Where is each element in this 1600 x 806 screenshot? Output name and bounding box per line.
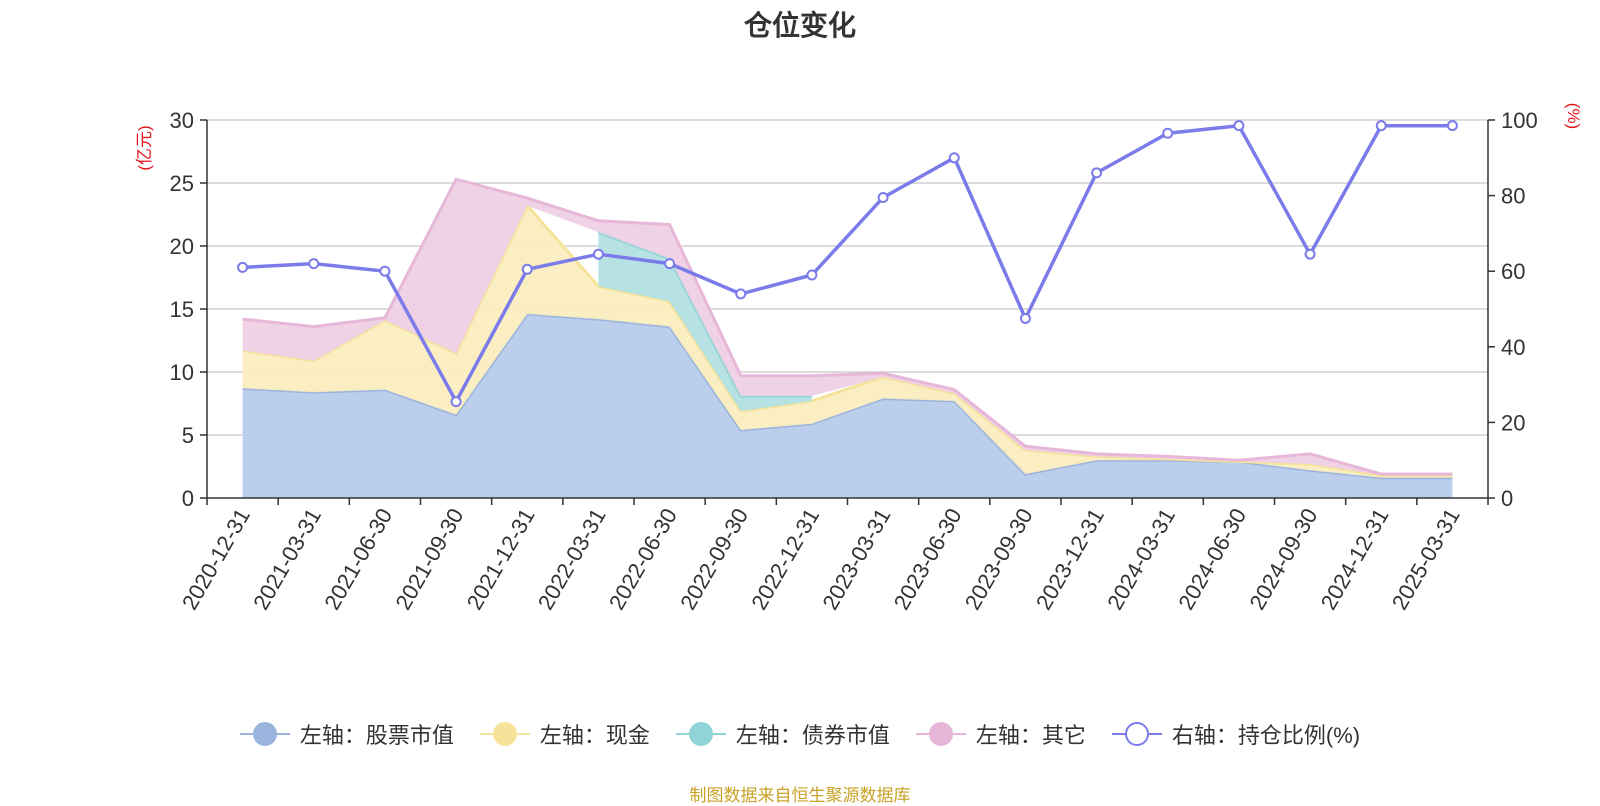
holding-ratio-point <box>806 269 818 281</box>
right-axis-tick-label: 60 <box>1501 259 1525 284</box>
legend-marker-icon <box>1111 721 1162 747</box>
x-axis-tick-label: 2023-12-31 <box>1031 504 1109 614</box>
data-source-note: 制图数据来自恒生聚源数据库 <box>689 786 911 805</box>
area-series-1 <box>242 314 1453 498</box>
left-axis-tick-label: 10 <box>170 360 194 385</box>
area-series-4-edge <box>242 177 1453 476</box>
area-series-3 <box>598 232 812 412</box>
x-axis-tick-label: 2021-03-31 <box>248 504 326 614</box>
legend-marker-icon <box>915 721 966 747</box>
legend-item-4[interactable]: 左轴：其它 <box>915 718 1086 750</box>
holding-ratio-line <box>242 123 1453 404</box>
legend-item-3[interactable]: 左轴：债券市值 <box>675 718 890 750</box>
holding-ratio-point <box>1375 120 1387 132</box>
holding-ratio-point <box>948 152 960 164</box>
x-axis-tick-label: 2024-09-30 <box>1244 504 1322 614</box>
left-axis-tick-label: 5 <box>182 423 194 448</box>
x-axis-tick-label: 2024-12-31 <box>1316 504 1394 614</box>
right-axis-unit-label: (%) <box>1564 103 1583 129</box>
x-axis-tick-label: 2020-12-31 <box>177 504 255 614</box>
x-axis-tick-label: 2024-06-30 <box>1173 504 1251 614</box>
x-axis-tick-label: 2022-09-30 <box>675 504 753 614</box>
holding-ratio-point <box>237 261 249 273</box>
legend-marker-icon <box>239 721 290 747</box>
left-axis-unit-label: (亿元) <box>135 125 154 170</box>
x-axis-tick-label: 2021-12-31 <box>462 504 540 614</box>
holding-ratio-point <box>877 191 889 203</box>
legend-label: 左轴：现金 <box>539 723 650 748</box>
holding-ratio-point <box>735 288 747 300</box>
holding-ratio-point <box>308 258 320 270</box>
chart-canvas: 0510152025300204060801002020-12-312021-0… <box>135 103 1583 614</box>
right-axis-tick-label: 0 <box>1501 486 1513 511</box>
holding-ratio-point <box>1304 248 1316 260</box>
legend-marker-icon <box>675 721 726 747</box>
right-axis-tick-label: 20 <box>1501 410 1525 435</box>
left-axis-tick-label: 0 <box>182 486 194 511</box>
holding-ratio-point <box>1162 127 1174 139</box>
legend-label: 左轴：股票市值 <box>299 723 454 748</box>
left-axis-tick-label: 30 <box>170 108 194 133</box>
x-axis-tick-label: 2024-03-31 <box>1102 504 1180 614</box>
area-series-2 <box>242 205 1453 478</box>
legend-item-2[interactable]: 左轴：现金 <box>479 718 650 750</box>
left-axis-tick-label: 15 <box>170 297 194 322</box>
legend: 左轴：股票市值 左轴：现金 左轴：债券市值 左轴：其它 右轴：持仓比例(%) <box>0 718 1600 750</box>
legend-item-5[interactable]: 右轴：持仓比例(%) <box>1111 718 1361 750</box>
holding-ratio-point <box>379 265 391 277</box>
legend-label: 左轴：债券市值 <box>735 723 890 748</box>
holding-ratio-point <box>1233 120 1245 132</box>
x-axis-tick-label: 2025-03-31 <box>1387 504 1465 614</box>
x-axis-tick-label: 2021-06-30 <box>319 504 397 614</box>
holding-ratio-point <box>450 396 462 408</box>
x-axis-tick-label: 2023-06-30 <box>889 504 967 614</box>
holding-ratio-point <box>1091 167 1103 179</box>
right-axis-tick-label: 40 <box>1501 335 1525 360</box>
holding-ratio-point <box>1446 120 1458 132</box>
x-axis-tick-label: 2023-09-30 <box>960 504 1038 614</box>
x-axis-tick-label: 2022-12-31 <box>746 504 824 614</box>
holding-ratio-point <box>664 258 676 270</box>
holding-ratio-point <box>521 263 533 275</box>
legend-label: 左轴：其它 <box>975 723 1086 748</box>
x-axis-tick-label: 2023-03-31 <box>817 504 895 614</box>
legend-label: 右轴：持仓比例(%) <box>1171 723 1361 748</box>
left-axis-tick-label: 25 <box>170 171 194 196</box>
left-axis-tick-label: 20 <box>170 234 194 259</box>
x-axis-tick-label: 2021-09-30 <box>390 504 468 614</box>
right-axis-tick-label: 100 <box>1501 108 1538 133</box>
legend-item-1[interactable]: 左轴：股票市值 <box>239 718 454 750</box>
x-axis-tick-label: 2022-03-31 <box>533 504 611 614</box>
holding-ratio-point <box>592 248 604 260</box>
x-axis-tick-label: 2022-06-30 <box>604 504 682 614</box>
chart-title: 仓位变化 <box>743 10 856 41</box>
holding-ratio-point <box>1019 312 1031 324</box>
right-axis-tick-label: 80 <box>1501 184 1525 209</box>
legend-marker-icon <box>479 721 530 747</box>
